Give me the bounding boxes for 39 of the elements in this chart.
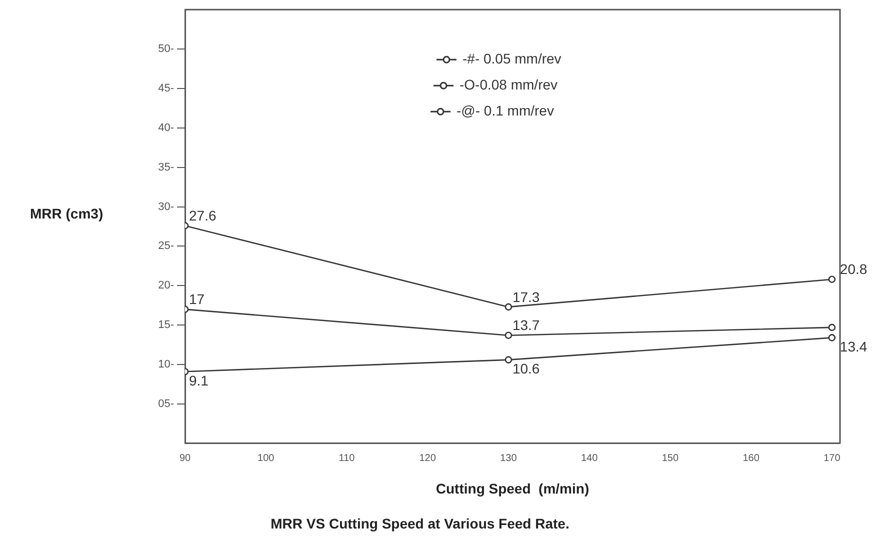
x-tick-label: 90 (179, 453, 191, 464)
x-tick-label: 100 (258, 453, 275, 464)
point (504, 303, 512, 311)
x-tick-label: 140 (580, 453, 598, 464)
x-tick-label: 160 (742, 453, 760, 464)
data-label: 13.7 (512, 317, 540, 334)
point (828, 334, 836, 342)
data-label: 17.3 (512, 288, 540, 305)
x-tick-label: 170 (824, 453, 841, 464)
data-label: 10.6 (512, 360, 540, 377)
x-axis-title: Cutting Speed (m/min) (436, 480, 590, 497)
y-tick-label: 35- (158, 161, 174, 174)
y-tick-label: 20- (158, 280, 174, 292)
x-tick-label: 110 (338, 453, 356, 464)
point (504, 332, 512, 339)
y-tick-label: 50- (158, 43, 174, 56)
data-label: 9.1 (189, 372, 209, 388)
x-tick-label: 120 (419, 453, 436, 464)
y-tick-label: 05- (158, 398, 174, 410)
legend-label: -O-0.08 mm/rev (460, 76, 558, 92)
x-tick-label: 130 (500, 453, 518, 464)
data-label: 27.6 (189, 208, 216, 224)
y-tick-label: 30- (158, 200, 174, 213)
point (828, 324, 836, 332)
y-tick-label: 40- (158, 122, 174, 134)
point (504, 356, 512, 364)
y-tick-label: 10- (158, 358, 174, 371)
y-tick-label: 45- (158, 82, 174, 95)
x-tick-label: 150 (662, 453, 679, 464)
data-label: 20.8 (840, 261, 868, 278)
y-axis-title: MRR (cm3) (30, 206, 104, 222)
legend-label: -#- 0.05 mm/rev (462, 50, 562, 66)
data-label: 13.4 (840, 338, 868, 355)
y-tick-label: 25- (158, 240, 174, 252)
point (828, 276, 836, 283)
y-tick-label: 15- (158, 319, 174, 332)
text: MRR VS Cutting Speed at Various Feed Rate. (270, 515, 570, 532)
legend-label: -@- 0.1 mm/rev (456, 102, 554, 118)
data-label: 17 (189, 291, 205, 308)
